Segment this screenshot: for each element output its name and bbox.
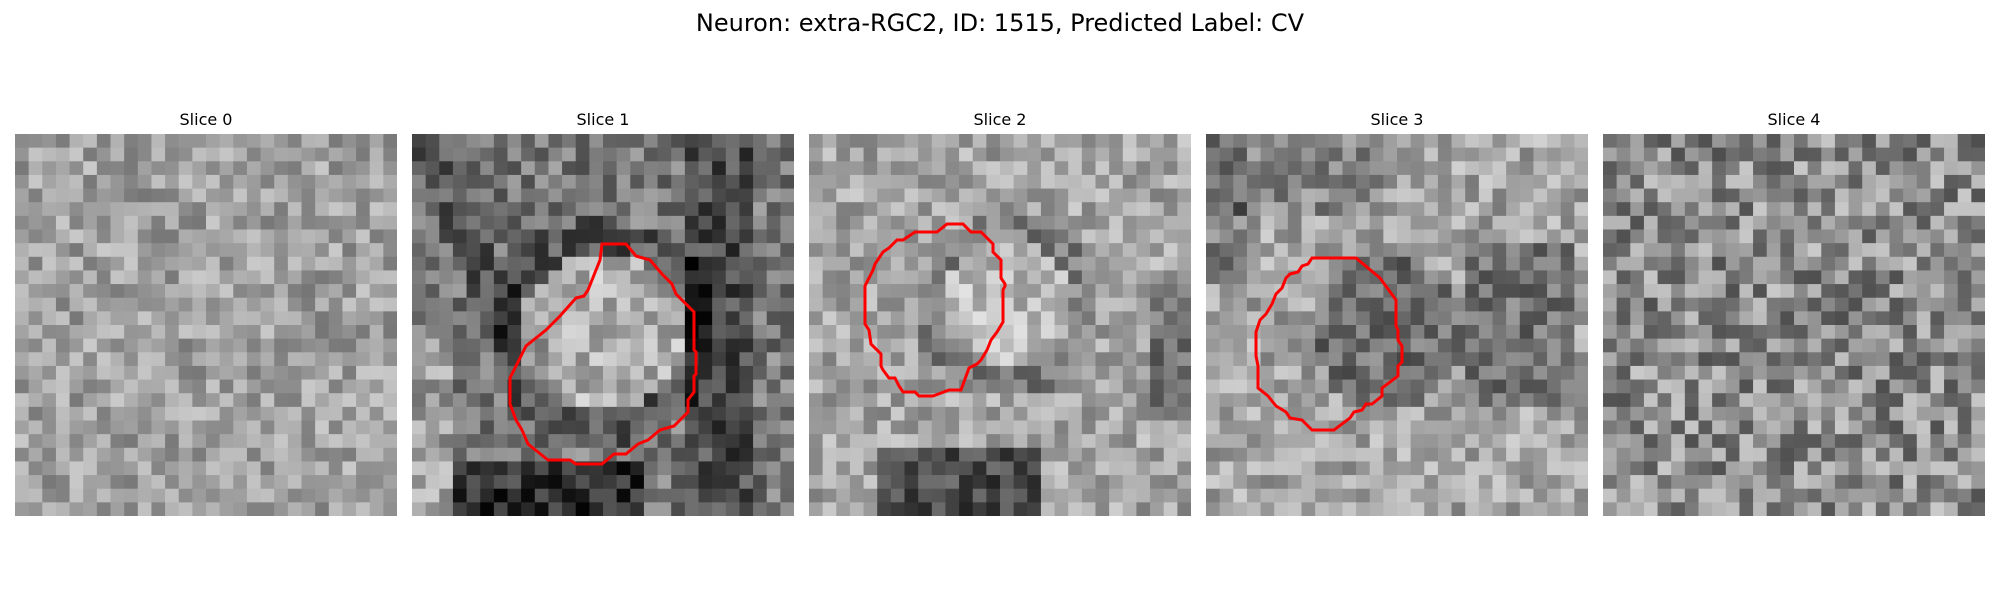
- figure-title: Neuron: extra-RGC2, ID: 1515, Predicted …: [695, 9, 1305, 37]
- slice-panel-1: Slice 1: [412, 108, 794, 518]
- segmentation-outline-1: [508, 242, 698, 466]
- slice-title-1: Slice 1: [576, 110, 630, 129]
- slice-title-4: Slice 4: [1767, 110, 1821, 129]
- slice-image-3: [1206, 134, 1588, 516]
- segmentation-outline-3: [1254, 256, 1404, 432]
- slice-panel-0: Slice 0: [15, 108, 397, 518]
- slice-panel-2: Slice 2: [809, 108, 1191, 518]
- slice-panel-4: Slice 4: [1603, 108, 1985, 518]
- slice-panel-3: Slice 3: [1206, 108, 1588, 518]
- slice-image-1: [412, 134, 794, 516]
- slice-title-3: Slice 3: [1370, 110, 1424, 129]
- slice-image-2: [809, 134, 1191, 516]
- slice-image-4: [1603, 134, 1985, 516]
- slice-image-0: [15, 134, 397, 516]
- segmentation-outline-2: [863, 222, 1007, 398]
- slice-title-2: Slice 2: [973, 110, 1027, 129]
- slice-title-0: Slice 0: [179, 110, 233, 129]
